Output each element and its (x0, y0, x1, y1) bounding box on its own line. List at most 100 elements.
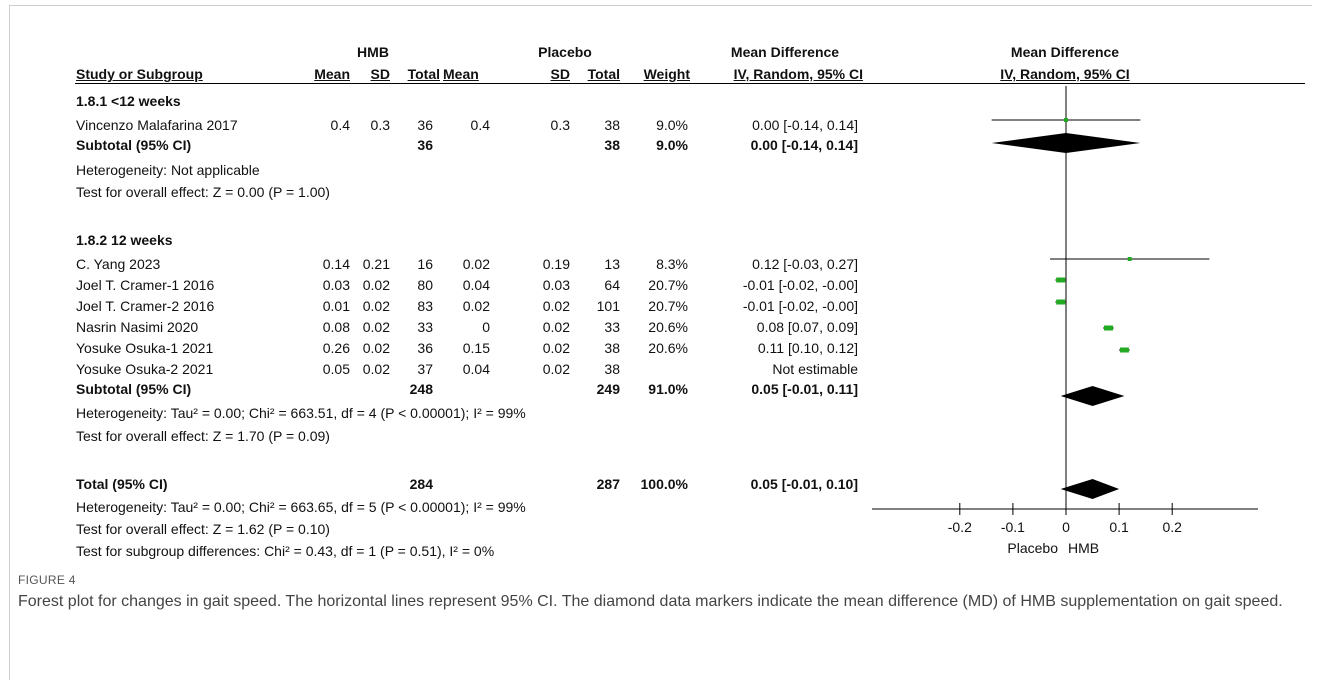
pl-sd: 0.03 (542, 277, 570, 293)
pl-total: 38 (604, 361, 620, 377)
ci: 0.11 [0.10, 0.12] (757, 340, 858, 356)
pl-sd: 0.02 (542, 340, 570, 356)
study-square (1056, 299, 1066, 305)
total-pl-total: 287 (596, 476, 620, 492)
overall-effect-text: Test for overall effect: Z = 1.70 (P = 0… (76, 428, 330, 444)
pl-sd: 0.02 (542, 298, 570, 314)
hmb-total: 16 (417, 256, 433, 272)
hmb-total-header: Total (407, 66, 440, 82)
study-col-header: Study or Subgroup (76, 66, 203, 82)
hmb-sd: 0.02 (362, 319, 390, 335)
weight: 8.3% (656, 256, 688, 272)
header-rule (75, 83, 1305, 84)
weight: 20.6% (648, 340, 688, 356)
study-name: C. Yang 2023 (76, 256, 161, 272)
x-tick-label: -0.2 (948, 519, 972, 535)
method-header: IV, Random, 95% CI (733, 66, 863, 82)
study-square (1127, 257, 1132, 261)
total-label: Total (95% CI) (76, 476, 168, 492)
ci: -0.01 [-0.02, -0.00] (742, 298, 858, 314)
heterogeneity-text: Heterogeneity: Tau² = 0.00; Chi² = 663.5… (76, 405, 526, 421)
study-square (1064, 118, 1068, 122)
total-heterogeneity-text: Heterogeneity: Tau² = 0.00; Chi² = 663.6… (76, 499, 526, 515)
hmb-sd: 0.3 (370, 117, 390, 133)
hmb-sd: 0.02 (362, 277, 390, 293)
x-tick-label: -0.1 (1001, 519, 1025, 535)
study-name: Joel T. Cramer-2 2016 (76, 298, 215, 314)
weight-header: Weight (643, 66, 690, 82)
subtotal-label: Subtotal (95% CI) (76, 137, 192, 153)
pl-mean: 0.4 (470, 117, 490, 133)
hmb-mean: 0.03 (322, 277, 350, 293)
weight: 20.7% (648, 298, 688, 314)
x-tick-label: 0.1 (1109, 519, 1129, 535)
pl-mean: 0 (482, 319, 490, 335)
pl-total: 101 (596, 298, 620, 314)
ci: 0.08 [0.07, 0.09] (756, 319, 858, 335)
hmb-total: 36 (417, 117, 433, 133)
md-plot-header: Mean Difference (1010, 44, 1120, 60)
figure-label: FIGURE 4 (18, 573, 76, 587)
favours-left-label: Placebo (1007, 540, 1058, 556)
hmb-total: 83 (417, 298, 433, 314)
hmb-total: 33 (417, 319, 433, 335)
x-tick-label: 0 (1062, 519, 1070, 535)
pl-total: 33 (604, 319, 620, 335)
forest-plot: -0.2 -0.1 0 0.1 0.2 Placebo HMB (872, 86, 1258, 556)
pl-sd: 0.19 (542, 256, 570, 272)
subgroup2-title: 1.8.2 12 weeks (76, 232, 173, 248)
ci: -0.01 [-0.02, -0.00] (742, 277, 858, 293)
pl-sd: 0.02 (542, 361, 570, 377)
hmb-sd-header: SD (370, 66, 390, 82)
method-plot-header: IV, Random, 95% CI (1000, 66, 1130, 82)
weight: 20.6% (648, 319, 688, 335)
weight: 20.7% (648, 277, 688, 293)
pl-mean: 0.15 (462, 340, 490, 356)
total-weight: 100.0% (640, 476, 688, 492)
hmb-total: 37 (417, 361, 433, 377)
summary-diamond (991, 133, 1141, 153)
pl-total: 13 (604, 256, 620, 272)
study-name: Joel T. Cramer-1 2016 (76, 277, 215, 293)
study-name: Yosuke Osuka-1 2021 (76, 340, 214, 356)
subgroup1-title: 1.8.1 <12 weeks (76, 93, 181, 109)
study-name: Yosuke Osuka-2 2021 (76, 361, 214, 377)
summary-diamond (1060, 479, 1120, 499)
study-name: Nasrin Nasimi 2020 (76, 319, 199, 335)
hmb-mean: 0.01 (322, 298, 350, 314)
ci: 0.12 [-0.03, 0.27] (752, 256, 858, 272)
hmb-mean: 0.4 (330, 117, 350, 133)
summary-diamond (1060, 386, 1125, 406)
hmb-mean-header: Mean (314, 66, 350, 82)
figure-frame (9, 5, 1312, 680)
pl-total: 38 (604, 117, 620, 133)
study-square (1103, 325, 1113, 331)
hmb-sd: 0.02 (362, 298, 390, 314)
subtotal-ci: 0.00 [-0.14, 0.14] (750, 137, 858, 153)
hmb-mean: 0.08 (322, 319, 350, 335)
hmb-group-header: HMB (357, 44, 389, 60)
subtotal-hmb-total: 248 (409, 381, 433, 397)
study-name: Vincenzo Malafarina 2017 (76, 117, 238, 133)
pl-mean: 0.04 (462, 277, 490, 293)
study-square (1056, 277, 1066, 283)
hmb-total: 80 (417, 277, 433, 293)
hmb-mean: 0.05 (322, 361, 350, 377)
hmb-sd: 0.21 (362, 256, 390, 272)
subgroup-differences-text: Test for subgroup differences: Chi² = 0.… (76, 543, 495, 559)
overall-effect-text: Test for overall effect: Z = 0.00 (P = 1… (76, 184, 330, 200)
heterogeneity-text: Heterogeneity: Not applicable (76, 162, 260, 178)
hmb-mean: 0.14 (322, 256, 350, 272)
figure-caption: Forest plot for changes in gait speed. T… (18, 593, 1283, 610)
pl-total: 38 (604, 340, 620, 356)
subtotal-label: Subtotal (95% CI) (76, 381, 192, 397)
total-overall-effect-text: Test for overall effect: Z = 1.62 (P = 0… (76, 521, 330, 537)
md-group-header: Mean Difference (730, 44, 840, 60)
x-tick-label: 0.2 (1162, 519, 1182, 535)
subtotal-pl-total: 249 (596, 381, 620, 397)
ci: Not estimable (772, 361, 858, 377)
subtotal-pl-total: 38 (604, 137, 620, 153)
total-ci: 0.05 [-0.01, 0.10] (750, 476, 858, 492)
pl-mean: 0.02 (462, 298, 490, 314)
pl-sd: 0.3 (550, 117, 570, 133)
